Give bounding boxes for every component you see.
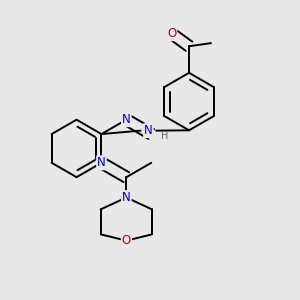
- Text: O: O: [167, 27, 176, 40]
- Text: N: N: [97, 156, 106, 169]
- Text: N: N: [122, 191, 131, 204]
- Text: N: N: [122, 113, 131, 126]
- Text: O: O: [122, 234, 131, 247]
- Text: H: H: [161, 131, 168, 141]
- Text: N: N: [144, 124, 153, 137]
